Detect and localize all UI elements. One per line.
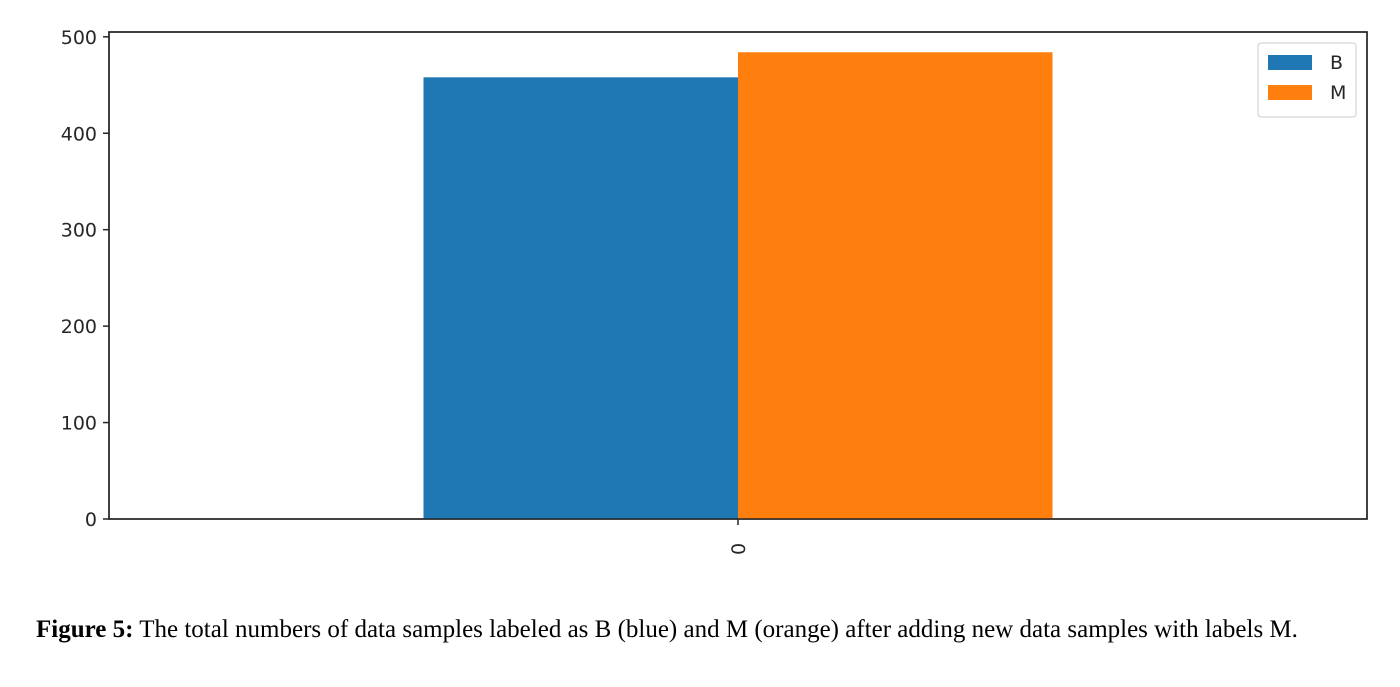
bar-b [423,77,738,519]
caption-text: The total numbers of data samples labele… [133,616,1298,643]
bar-m [738,52,1053,519]
y-tick-label: 0 [85,509,97,531]
y-axis: 0 100 200 300 400 500 [61,27,109,531]
bars-group [423,52,1053,519]
caption-label: Figure 5: [36,616,134,643]
y-tick-label: 100 [61,413,97,435]
bar-chart: 0 100 200 300 400 500 0 BM [61,27,1368,555]
legend-label-m: M [1330,82,1346,104]
y-tick-label: 300 [61,220,97,242]
legend: BM [1257,42,1357,118]
legend-swatch-b [1268,55,1312,70]
legend-label-b: B [1330,52,1343,74]
x-axis: 0 [728,519,750,555]
legend-swatch-m [1268,85,1312,100]
y-tick-label: 400 [61,123,97,145]
y-tick-label: 200 [61,316,97,338]
x-tick-label: 0 [728,543,750,555]
figure-caption: Figure 5: The total numbers of data samp… [36,613,1366,646]
y-tick-label: 500 [61,27,97,49]
